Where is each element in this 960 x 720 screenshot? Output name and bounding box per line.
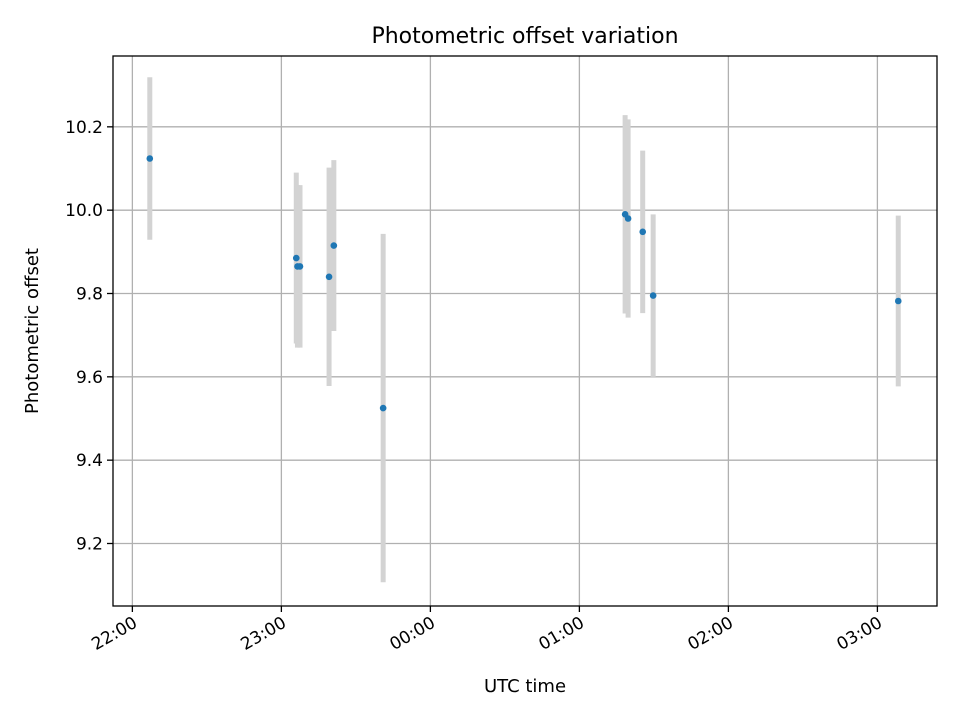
data-point bbox=[624, 215, 632, 222]
y-tick-label: 9.4 bbox=[76, 451, 103, 471]
data-point bbox=[330, 242, 338, 249]
y-axis-label: Photometric offset bbox=[22, 248, 43, 414]
plot-frame bbox=[112, 55, 938, 607]
data-point bbox=[649, 292, 657, 299]
grid bbox=[113, 56, 937, 606]
data-point bbox=[296, 263, 304, 270]
data-point bbox=[639, 228, 647, 236]
data-point bbox=[894, 297, 902, 305]
data-point bbox=[325, 273, 333, 281]
data-point bbox=[379, 404, 387, 412]
y-tick-label: 9.2 bbox=[76, 535, 103, 555]
data-points bbox=[146, 155, 902, 412]
data-point bbox=[146, 155, 154, 162]
x-axis-label: UTC time bbox=[484, 676, 566, 697]
y-axis-ticks: 9.2 9.4 9.6 9.8 10.0 10.2 bbox=[65, 118, 113, 555]
y-tick-label: 10.2 bbox=[65, 118, 103, 138]
chart-title: Photometric offset variation bbox=[371, 24, 678, 49]
y-tick-label: 9.6 bbox=[76, 368, 103, 388]
data-point bbox=[292, 254, 300, 262]
y-tick-label: 9.8 bbox=[76, 285, 103, 305]
y-tick-label: 10.0 bbox=[65, 201, 103, 221]
